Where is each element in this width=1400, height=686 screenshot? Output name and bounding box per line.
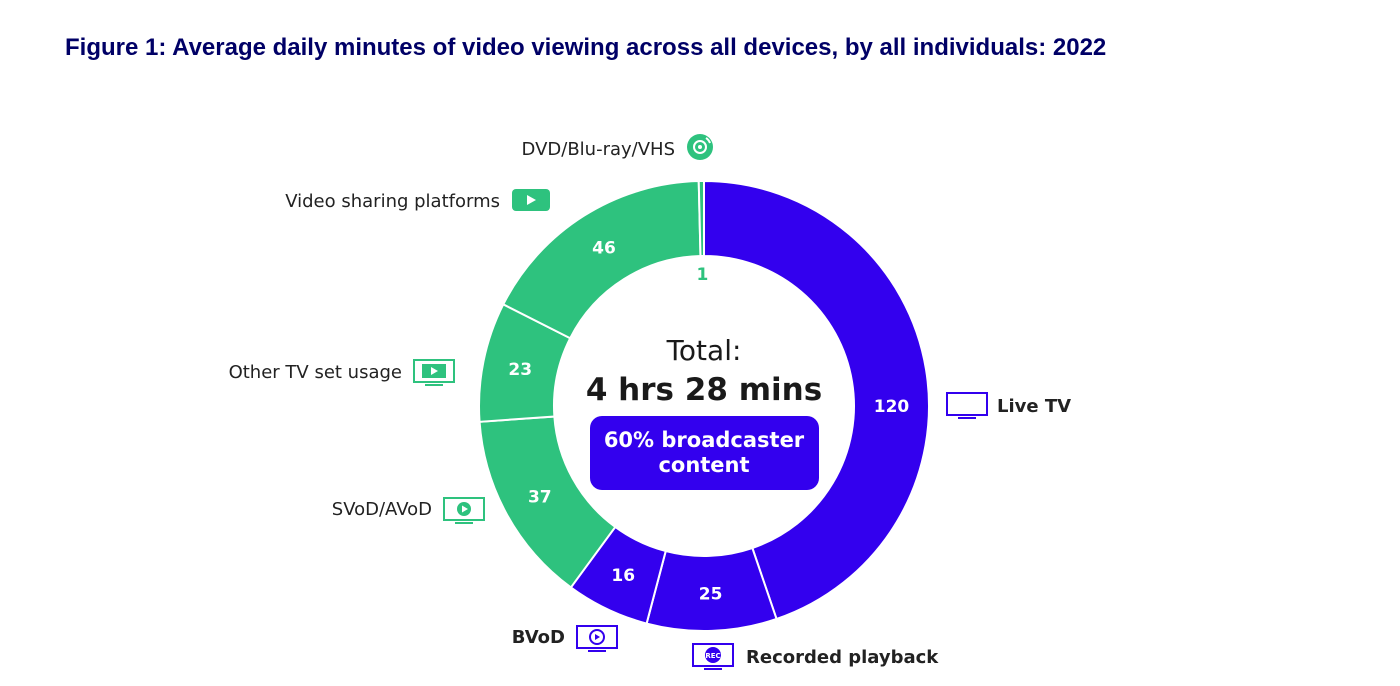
tv-icon: [946, 392, 988, 419]
broadcaster-badge-line1: 60% broadcaster: [604, 428, 805, 452]
svg-text:REC: REC: [705, 652, 720, 660]
film-tv-icon: [413, 359, 455, 386]
value-label-dvd-blu-ray-vhs: 1: [697, 265, 709, 285]
category-label-recorded-playback: Recorded playback: [746, 647, 939, 668]
broadcaster-badge: [590, 416, 819, 490]
center-total-value: 4 hrs 28 mins: [586, 372, 822, 408]
disc-icon: [687, 134, 713, 160]
value-label-other-tv-set-usage: 23: [508, 360, 532, 380]
play-button-icon: [512, 189, 550, 211]
category-labels-group: Live TV Recorded playback REC BVoD SVoD/AVoD…: [229, 134, 1071, 670]
figure-title: Figure 1: Average daily minutes of video…: [65, 34, 1107, 61]
category-label-live-tv: Live TV: [997, 396, 1071, 417]
slice-dvd-blu-ray-vhs: [697, 179, 705, 258]
bvod-tv-icon: [576, 625, 618, 652]
category-label-other-tv-set-usage: Other TV set usage: [229, 362, 402, 383]
category-label-dvd-blu-ray-vhs: DVD/Blu-ray/VHS: [522, 139, 675, 160]
play-tv-icon: [443, 497, 485, 524]
rec-tv-icon: REC: [692, 643, 734, 670]
broadcaster-badge-line2: content: [658, 453, 749, 477]
category-label-svod-avod: SVoD/AVoD: [332, 499, 432, 520]
value-labels-group: 120 25 16 37 23 46 1: [508, 238, 909, 604]
value-label-live-tv: 120: [874, 397, 910, 417]
category-label-bvod: BVoD: [512, 627, 565, 648]
center-total-label: Total:: [666, 334, 742, 367]
value-label-video-sharing-platforms: 46: [592, 238, 616, 258]
slice-live-tv: [703, 179, 930, 621]
category-label-video-sharing-platforms: Video sharing platforms: [285, 191, 500, 212]
slices-group: [478, 179, 930, 632]
value-label-svod-avod: 37: [528, 488, 552, 508]
value-label-bvod: 16: [611, 566, 635, 586]
value-label-recorded-playback: 25: [699, 584, 723, 604]
